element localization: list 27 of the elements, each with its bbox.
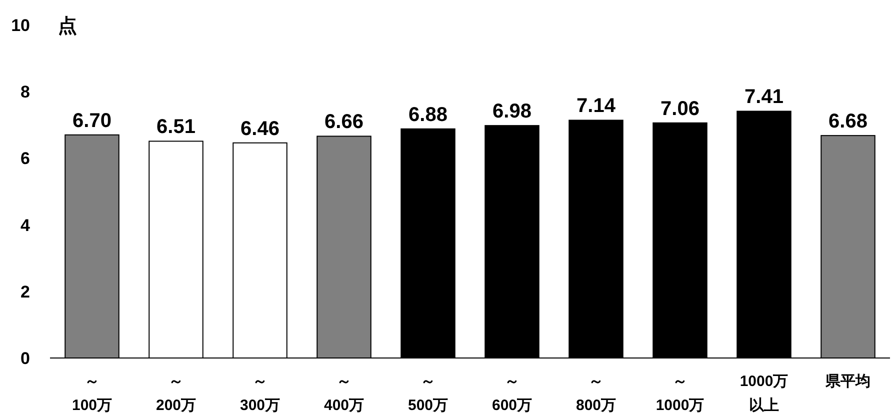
x-tick-label: 1000万以上 <box>740 373 788 414</box>
data-label: 6.88 <box>408 104 448 126</box>
data-label: 6.51 <box>156 116 196 138</box>
x-tick-label: 県平均 <box>824 373 870 390</box>
x-tick-label: ～1000万 <box>656 373 704 414</box>
y-tick-label: 4 <box>20 216 31 235</box>
y-tick-label: 6 <box>20 149 30 168</box>
x-tick-label: ～500万 <box>408 373 448 414</box>
y-tick-label: 2 <box>20 282 30 302</box>
data-label: 6.66 <box>324 111 364 134</box>
data-label: 7.41 <box>744 86 784 108</box>
data-label: 7.06 <box>660 98 700 120</box>
data-label: 6.70 <box>72 110 112 132</box>
y-axis-title: 点 <box>58 15 77 37</box>
x-tick-label: ～800万 <box>576 373 616 414</box>
data-label: 6.98 <box>492 100 532 123</box>
y-tick-label: 10 <box>11 16 30 35</box>
y-tick-label: 8 <box>20 82 30 102</box>
y-tick-label: 0 <box>20 349 30 368</box>
data-label: 6.46 <box>240 118 280 140</box>
x-tick-label: ～200万 <box>156 373 196 414</box>
x-tick-label: ～400万 <box>324 373 364 414</box>
x-tick-label: ～600万 <box>492 373 532 414</box>
x-tick-label: ～300万 <box>240 373 280 414</box>
x-tick-label: ～100万 <box>72 373 112 414</box>
data-label: 7.14 <box>576 95 616 118</box>
data-label: 6.68 <box>828 110 868 133</box>
